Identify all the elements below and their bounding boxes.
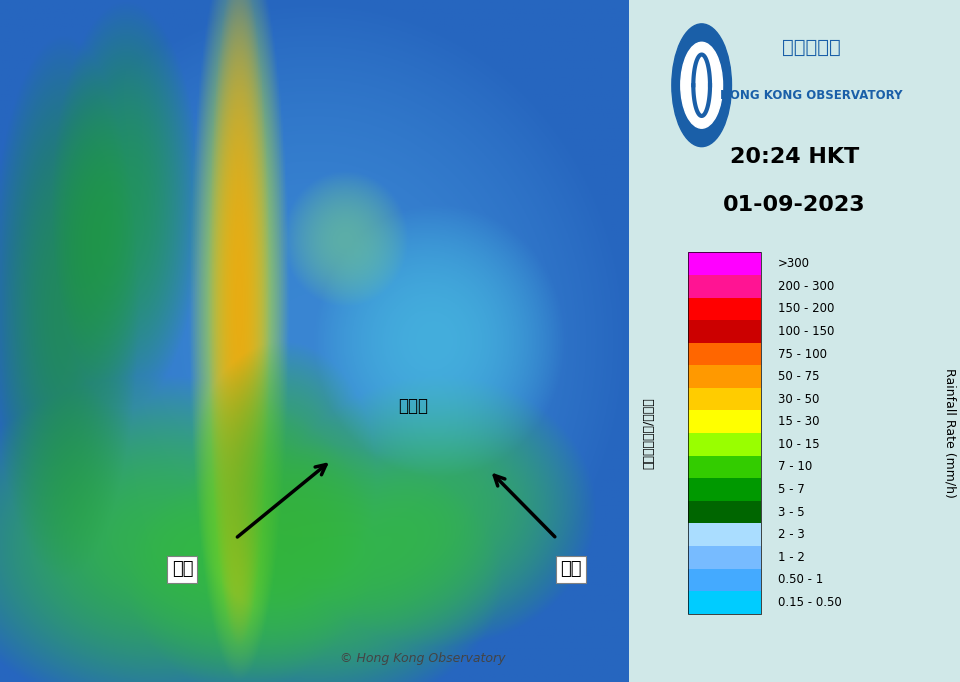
Text: 0.15 - 0.50: 0.15 - 0.50	[778, 596, 842, 609]
Text: 風眼: 風眼	[561, 561, 582, 578]
Bar	[688, 252, 761, 275]
Text: 5 - 7: 5 - 7	[778, 483, 804, 496]
Text: 3 - 5: 3 - 5	[778, 505, 804, 518]
Text: Rainfall Rate (mm/h): Rainfall Rate (mm/h)	[944, 368, 956, 498]
Bar	[688, 569, 761, 591]
Text: 15 - 30: 15 - 30	[778, 415, 819, 428]
Text: 150 - 200: 150 - 200	[778, 302, 834, 315]
Bar	[688, 252, 761, 614]
Bar	[688, 478, 761, 501]
Bar	[688, 411, 761, 433]
Bar	[688, 342, 761, 366]
Bar	[688, 501, 761, 524]
Text: 眼壁: 眼壁	[172, 561, 193, 578]
Bar	[688, 591, 761, 614]
Text: 香港天文台: 香港天文台	[781, 38, 840, 57]
Text: 20:24 HKT: 20:24 HKT	[730, 147, 859, 167]
Bar	[688, 433, 761, 456]
Circle shape	[681, 42, 723, 128]
Text: 0.50 - 1: 0.50 - 1	[778, 574, 823, 587]
Text: >300: >300	[778, 257, 810, 270]
Text: 01-09-2023: 01-09-2023	[723, 194, 866, 215]
Text: 50 - 75: 50 - 75	[778, 370, 819, 383]
Text: HONG KONG OBSERVATORY: HONG KONG OBSERVATORY	[720, 89, 902, 102]
Text: 7 - 10: 7 - 10	[778, 460, 812, 473]
Bar	[688, 456, 761, 478]
Bar	[688, 366, 761, 388]
Text: 100 - 150: 100 - 150	[778, 325, 834, 338]
Text: © Hong Kong Observatory: © Hong Kong Observatory	[340, 652, 505, 665]
Text: 降雨率（毫米/小時）: 降雨率（毫米/小時）	[642, 397, 655, 469]
Text: 1 - 2: 1 - 2	[778, 551, 804, 564]
Circle shape	[672, 24, 732, 147]
Text: 2 - 3: 2 - 3	[778, 529, 804, 542]
Bar	[688, 297, 761, 320]
Bar	[688, 388, 761, 411]
Text: 200 - 300: 200 - 300	[778, 280, 834, 293]
Bar	[688, 546, 761, 569]
Bar	[688, 320, 761, 342]
Text: 10 - 15: 10 - 15	[778, 438, 820, 451]
Text: 75 - 100: 75 - 100	[778, 348, 827, 361]
Bar	[688, 275, 761, 297]
Text: 30 - 50: 30 - 50	[778, 393, 819, 406]
Bar	[688, 524, 761, 546]
Text: 擔楷島: 擔楷島	[397, 397, 428, 415]
